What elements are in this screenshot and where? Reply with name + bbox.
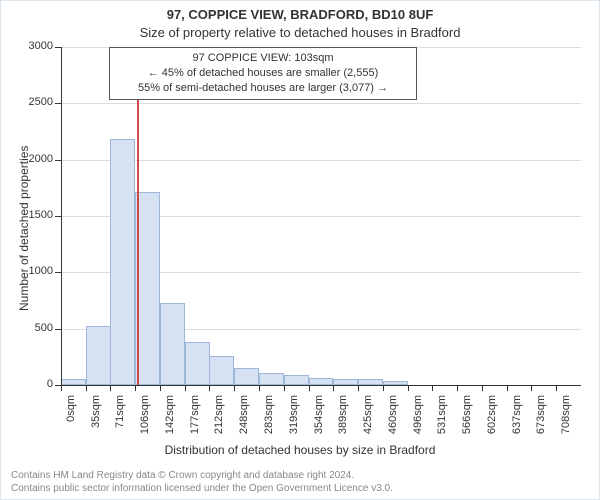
x-tick	[234, 385, 235, 391]
histogram-bar	[234, 368, 259, 385]
info-box: 97 COPPICE VIEW: 103sqm ← 45% of detache…	[109, 47, 417, 100]
y-tick-label: 2500	[15, 96, 53, 108]
x-tick	[556, 385, 557, 391]
histogram-bar	[185, 342, 210, 385]
y-tick-label: 0	[15, 378, 53, 390]
info-line-3: 55% of semi-detached houses are larger (…	[118, 81, 408, 96]
info-line-1: 97 COPPICE VIEW: 103sqm	[118, 51, 408, 66]
x-tick-label: 142sqm	[164, 395, 176, 445]
x-tick-label: 637sqm	[511, 395, 523, 445]
x-tick-label: 566sqm	[461, 395, 473, 445]
x-tick	[358, 385, 359, 391]
y-tick-label: 500	[15, 322, 53, 334]
histogram-bar	[209, 356, 234, 385]
x-tick-label: 389sqm	[337, 395, 349, 445]
histogram-bar	[86, 326, 111, 385]
x-tick	[185, 385, 186, 391]
histogram-bar	[259, 373, 284, 385]
info-line-2: ← 45% of detached houses are smaller (2,…	[118, 66, 408, 81]
x-tick	[309, 385, 310, 391]
x-tick-label: 212sqm	[213, 395, 225, 445]
y-tick	[55, 47, 61, 48]
x-tick	[209, 385, 210, 391]
y-tick-label: 1500	[15, 209, 53, 221]
x-tick-label: 248sqm	[238, 395, 250, 445]
x-tick	[61, 385, 62, 391]
y-tick-label: 1000	[15, 265, 53, 277]
chart-container: 97, COPPICE VIEW, BRADFORD, BD10 8UF Siz…	[0, 0, 600, 500]
y-tick	[55, 160, 61, 161]
x-axis-line	[61, 385, 581, 386]
x-tick	[135, 385, 136, 391]
y-axis-line	[61, 47, 62, 385]
x-tick-label: 460sqm	[387, 395, 399, 445]
x-tick	[531, 385, 532, 391]
y-tick	[55, 103, 61, 104]
x-tick	[383, 385, 384, 391]
x-tick	[160, 385, 161, 391]
y-tick	[55, 272, 61, 273]
x-tick-label: 35sqm	[90, 395, 102, 445]
x-tick-label: 425sqm	[362, 395, 374, 445]
footer-attribution: Contains HM Land Registry data © Crown c…	[11, 469, 393, 495]
x-tick	[333, 385, 334, 391]
x-tick-label: 106sqm	[139, 395, 151, 445]
chart-subtitle: Size of property relative to detached ho…	[1, 25, 599, 40]
histogram-bar	[160, 303, 185, 385]
x-tick	[110, 385, 111, 391]
x-tick	[507, 385, 508, 391]
x-tick-label: 319sqm	[288, 395, 300, 445]
y-tick-label: 2000	[15, 153, 53, 165]
x-tick-label: 283sqm	[263, 395, 275, 445]
y-tick	[55, 329, 61, 330]
x-tick-label: 673sqm	[535, 395, 547, 445]
histogram-bar	[110, 139, 135, 385]
chart-title-address: 97, COPPICE VIEW, BRADFORD, BD10 8UF	[1, 7, 599, 22]
x-tick-label: 531sqm	[436, 395, 448, 445]
histogram-bar	[309, 378, 334, 385]
x-tick-label: 177sqm	[189, 395, 201, 445]
x-tick-label: 708sqm	[560, 395, 572, 445]
x-tick	[432, 385, 433, 391]
y-tick-label: 3000	[15, 40, 53, 52]
x-tick-label: 71sqm	[114, 395, 126, 445]
x-tick-label: 602sqm	[486, 395, 498, 445]
x-tick	[284, 385, 285, 391]
x-tick	[408, 385, 409, 391]
footer-line-1: Contains HM Land Registry data © Crown c…	[11, 469, 393, 482]
x-axis-label: Distribution of detached houses by size …	[1, 443, 599, 457]
x-tick-label: 354sqm	[313, 395, 325, 445]
footer-line-2: Contains public sector information licen…	[11, 482, 393, 495]
x-tick	[259, 385, 260, 391]
x-tick	[86, 385, 87, 391]
x-tick	[482, 385, 483, 391]
x-tick	[457, 385, 458, 391]
y-axis-label: Number of detached properties	[17, 146, 31, 311]
x-tick-label: 496sqm	[412, 395, 424, 445]
x-tick-label: 0sqm	[65, 395, 77, 445]
histogram-bar	[284, 375, 309, 385]
y-tick	[55, 216, 61, 217]
